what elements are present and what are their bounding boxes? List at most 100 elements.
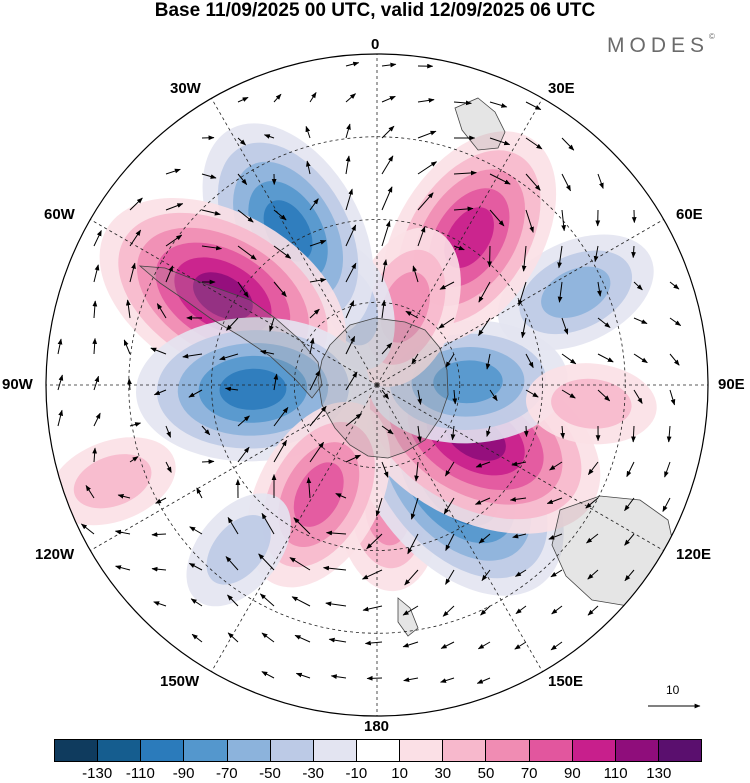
wind-arrow xyxy=(381,389,389,400)
wind-arrow xyxy=(404,569,419,586)
wind-arrow xyxy=(626,461,635,478)
wind-arrow xyxy=(237,415,250,427)
wind-arrow xyxy=(450,425,456,441)
wind-arrow xyxy=(557,245,563,269)
wind-arrow xyxy=(190,598,203,607)
wind-arrow xyxy=(475,461,491,468)
wind-arrow xyxy=(417,161,438,175)
wind-arrow xyxy=(345,454,362,463)
wind-arrow xyxy=(478,317,491,337)
meridian-line xyxy=(376,384,543,672)
wind-arrow xyxy=(366,533,383,550)
wind-arrow xyxy=(485,353,491,370)
wind-arrow xyxy=(452,389,458,405)
wind-arrow xyxy=(525,209,534,233)
wind-arrow xyxy=(335,493,347,499)
wind-arrow xyxy=(417,389,423,405)
wind-arrow xyxy=(273,281,287,297)
wind-arrow xyxy=(305,125,311,139)
wind-arrow xyxy=(57,409,63,427)
wind-arrow xyxy=(381,299,386,319)
meridian-line xyxy=(211,98,378,386)
wind-arrow xyxy=(588,461,599,476)
wind-arrow xyxy=(362,605,383,612)
wind-arrow xyxy=(165,425,172,438)
wind-arrow xyxy=(165,461,172,473)
wind-arrow xyxy=(509,497,527,502)
wind-arrow xyxy=(597,281,602,297)
wind-arrow xyxy=(289,557,311,571)
colorbar-swatch xyxy=(529,740,573,761)
wind-arrow xyxy=(261,671,275,679)
wind-arrow xyxy=(259,593,275,607)
wind-arrow xyxy=(92,337,98,355)
lon-label-120w: 120W xyxy=(35,546,75,563)
lon-label-150w: 150W xyxy=(160,673,200,690)
wind-arrow xyxy=(662,497,671,513)
wind-arrow xyxy=(273,439,287,463)
anomaly-shading xyxy=(49,123,657,607)
continent-outlines xyxy=(138,97,676,637)
wind-arrow xyxy=(364,640,383,646)
wind-arrow xyxy=(381,155,394,175)
wind-arrow xyxy=(93,375,100,391)
colorbar-swatch xyxy=(184,740,228,761)
wind-arrow xyxy=(306,477,312,499)
wind-arrow xyxy=(633,389,643,405)
wind-arrow xyxy=(309,308,320,319)
wind-arrow xyxy=(224,386,239,392)
wind-arrow xyxy=(633,317,648,325)
wind-arrow xyxy=(476,677,491,684)
wind-arrow xyxy=(201,209,221,216)
lon-label-90w: 90W xyxy=(2,376,33,393)
wind-arrow xyxy=(561,317,569,335)
colorbar-swatch xyxy=(270,740,314,761)
lon-label-30w: 30W xyxy=(170,80,201,97)
wind-arrow xyxy=(525,353,534,369)
wind-arrow xyxy=(631,425,636,443)
wind-arrow xyxy=(309,198,319,211)
wind-arrow xyxy=(407,533,419,555)
wind-arrow xyxy=(546,497,563,504)
wind-arrow xyxy=(439,281,455,290)
colorbar-tick-label: -30 xyxy=(302,765,325,782)
wind-arrow xyxy=(550,569,563,578)
wind-arrow xyxy=(453,245,465,251)
meridian-line xyxy=(376,98,543,386)
wind-arrow xyxy=(445,461,455,477)
wind-arrow xyxy=(561,173,571,192)
wind-arrow xyxy=(480,605,491,616)
wind-arrow xyxy=(405,310,419,319)
wind-arrow xyxy=(381,342,393,355)
wind-arrow xyxy=(237,96,249,103)
wind-arrow xyxy=(489,389,498,402)
wind-arrow xyxy=(226,317,239,331)
meridian-line xyxy=(376,384,664,551)
wind-arrow xyxy=(489,173,511,185)
wind-arrow xyxy=(345,155,351,175)
wind-arrow xyxy=(633,281,643,291)
wind-arrow xyxy=(129,229,141,247)
wind-arrow xyxy=(155,497,167,504)
wind-arrow xyxy=(443,497,455,515)
wind-arrow xyxy=(402,641,419,648)
wind-arrow xyxy=(669,317,682,326)
colorbar-swatch xyxy=(658,740,702,761)
wind-arrow xyxy=(453,100,472,106)
colorbar-swatch xyxy=(486,740,530,761)
meridian-line xyxy=(376,219,664,386)
wind-arrow xyxy=(237,245,257,260)
wind-arrow xyxy=(201,459,215,465)
wind-arrow xyxy=(273,373,279,391)
lon-label-180: 180 xyxy=(364,718,390,735)
wind-arrow xyxy=(237,446,250,463)
wind-arrow xyxy=(440,677,455,683)
wind-arrow xyxy=(664,461,671,478)
wind-arrow xyxy=(597,317,611,328)
wind-arrow xyxy=(518,281,527,307)
wind-arrow xyxy=(93,230,102,247)
wind-arrow xyxy=(345,123,351,139)
wind-arrow xyxy=(165,203,184,211)
wind-arrow xyxy=(165,265,174,283)
wind-arrow xyxy=(381,186,393,211)
